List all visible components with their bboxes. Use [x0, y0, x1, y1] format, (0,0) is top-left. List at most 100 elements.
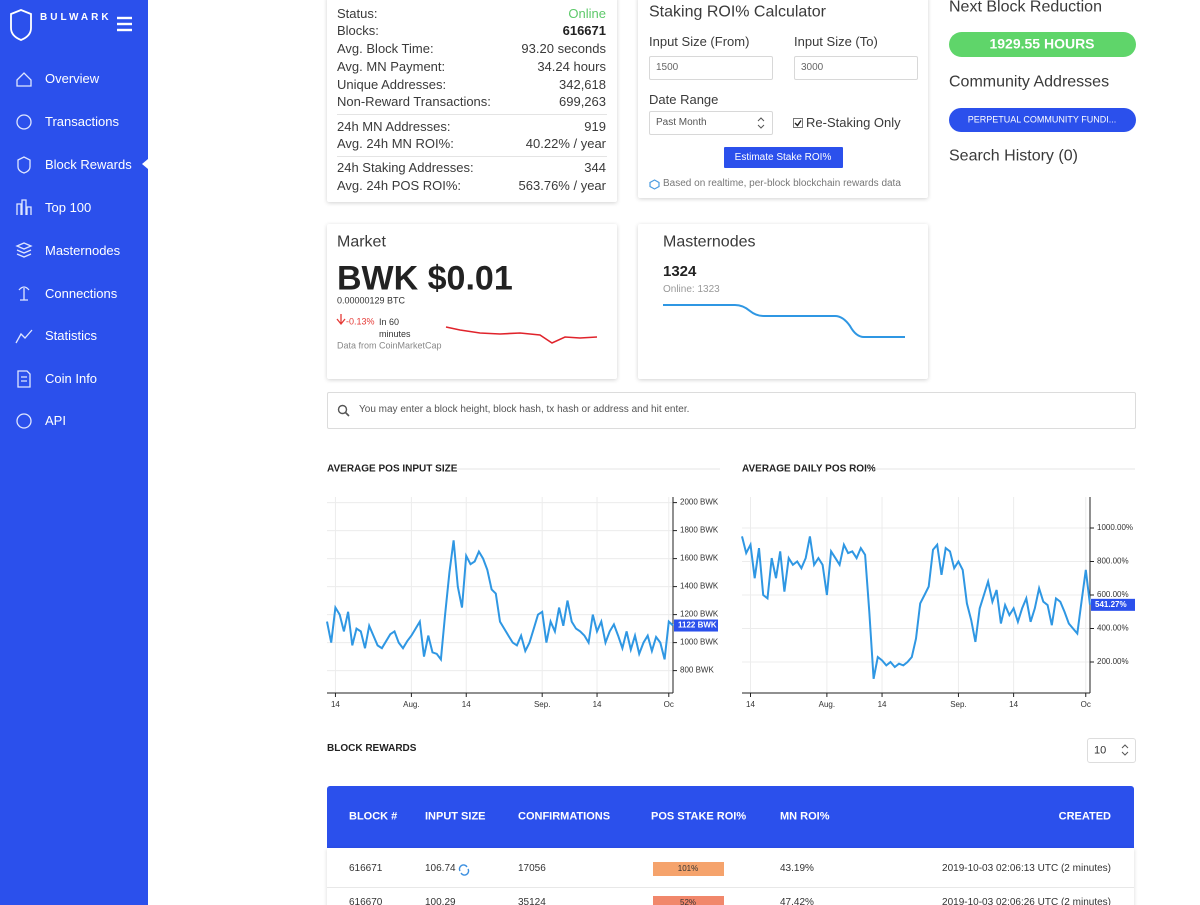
- input-from[interactable]: [649, 56, 773, 80]
- select-arrows: [757, 117, 765, 129]
- table-header-cell: MN ROI%: [780, 810, 830, 823]
- y-tick-label: 1200 BWK: [680, 610, 719, 619]
- nav-item[interactable]: API: [45, 413, 66, 429]
- table-cell: 52%: [679, 898, 697, 905]
- table-header-cell: CREATED: [1058, 810, 1111, 823]
- nav-item[interactable]: Top 100: [45, 200, 92, 216]
- y-tick-label: 2000 BWK: [680, 498, 719, 507]
- table-cell: 2019-10-03 02:06:26 UTC (2 minutes): [942, 897, 1111, 905]
- y-tick-label: 1000.00%: [1097, 523, 1133, 532]
- stats-card: [327, 0, 617, 202]
- market-btc: 0.00000129 BTC: [337, 295, 406, 306]
- search-history[interactable]: Search History (0): [949, 147, 1078, 165]
- table-cell: 35124: [518, 897, 546, 905]
- icon-home: [16, 72, 32, 87]
- masternodes-card: [638, 224, 928, 379]
- search-placeholder[interactable]: You may enter a block height, block hash…: [359, 404, 690, 415]
- search-box[interactable]: [327, 392, 1136, 429]
- nav-item[interactable]: Connections: [45, 286, 118, 302]
- y-tick-label: 600.00%: [1097, 590, 1129, 599]
- x-tick-label: 14: [746, 700, 755, 709]
- nav-item[interactable]: Overview: [45, 71, 100, 87]
- market-source: Data from CoinMarketCap: [337, 340, 442, 351]
- icon-connections: [18, 286, 30, 301]
- checkbox[interactable]: [793, 118, 804, 129]
- table-header: [327, 786, 1134, 848]
- roi-badge: [653, 896, 724, 905]
- input-value: 1500: [656, 62, 679, 73]
- market-period: In 60 minutes: [379, 317, 411, 339]
- current-value-label: 541.27%: [1095, 600, 1127, 609]
- x-tick-label: Oc: [664, 700, 674, 709]
- y-tick-label: 200.00%: [1097, 657, 1129, 666]
- current-value-label: 1122 BWK: [678, 621, 717, 630]
- table-header-cell: BLOCK #: [349, 810, 398, 823]
- market-title: Market: [337, 233, 386, 251]
- icon-transactions: [16, 114, 32, 130]
- menu-toggle[interactable]: [117, 16, 132, 32]
- stat-value: Online: [568, 6, 606, 22]
- x-tick-label: Aug.: [403, 700, 419, 709]
- table-cell: 106.74: [425, 863, 456, 874]
- stat-label: Avg. Block Time:: [337, 41, 434, 57]
- market-card: [327, 224, 617, 379]
- masternodes-sparkline: [663, 304, 905, 338]
- nav-item[interactable]: Block Rewards: [45, 157, 132, 173]
- stat-value: 616671: [562, 23, 606, 39]
- masternodes-online: Online: 1323: [663, 284, 720, 295]
- icon-coin-info: [17, 370, 31, 388]
- stat-value: 699,263: [559, 94, 606, 110]
- separator: [337, 156, 607, 157]
- nav-item[interactable]: Transactions: [45, 114, 119, 130]
- icon-top: [16, 199, 32, 215]
- icon-statistics: [15, 329, 33, 344]
- date-range-select[interactable]: [649, 111, 773, 135]
- input-label: Date Range: [649, 92, 719, 108]
- stat-value: 919: [584, 119, 606, 135]
- input-label: Input Size (From): [649, 34, 750, 50]
- logo-shield: [10, 9, 32, 41]
- input-to[interactable]: [794, 56, 918, 80]
- y-tick-label: 800 BWK: [680, 666, 714, 675]
- community-button[interactable]: [949, 108, 1136, 132]
- select-value[interactable]: Past Month: [656, 117, 707, 128]
- table-header-cell: CONFIRMATIONS: [518, 810, 611, 823]
- nav-item[interactable]: Coin Info: [45, 371, 98, 387]
- table-cell: 2019-10-03 02:06:13 UTC (2 minutes): [942, 863, 1111, 874]
- table-cell: 100.29: [425, 897, 456, 905]
- active-indicator: [142, 159, 148, 169]
- estimate-button[interactable]: [724, 147, 843, 168]
- stat-value: 40.22% / year: [525, 136, 606, 152]
- x-tick-label: 14: [462, 700, 471, 709]
- checkbox-label[interactable]: Re-Staking Only: [806, 115, 901, 131]
- stat-label: Avg. 24h MN ROI%:: [337, 136, 454, 152]
- sidebar-icons: [10, 9, 148, 429]
- x-tick-label: Oc: [1081, 700, 1091, 709]
- table-cell: 616670: [349, 897, 383, 905]
- button-label[interactable]: Estimate Stake ROI%: [734, 152, 832, 163]
- nav-item[interactable]: Statistics: [45, 328, 98, 344]
- page-size-select[interactable]: [1087, 738, 1136, 763]
- market-price: BWK $0.01: [337, 259, 513, 298]
- page-size-value[interactable]: 10: [1094, 744, 1107, 757]
- icon-api: [16, 413, 32, 429]
- table-cell: 616671: [349, 863, 383, 874]
- y-tick-label: 1000 BWK: [680, 638, 719, 647]
- table-cell: 101%: [677, 864, 699, 874]
- x-tick-label: 14: [1009, 700, 1018, 709]
- y-tick-label: 800.00%: [1097, 557, 1129, 566]
- y-tick-label: 1800 BWK: [680, 526, 719, 535]
- market-change: -0.13%: [346, 316, 375, 327]
- stat-label: 24h MN Addresses:: [337, 119, 451, 135]
- stat-label: Status:: [337, 6, 378, 22]
- x-tick-label: Sep.: [950, 700, 966, 709]
- nav-item[interactable]: Masternodes: [45, 243, 121, 259]
- y-tick-label: 1600 BWK: [680, 554, 719, 563]
- search-icon: [337, 404, 350, 417]
- input-value: 3000: [801, 62, 824, 73]
- data-line: [741, 536, 1091, 679]
- community-button-label[interactable]: PERPETUAL COMMUNITY FUNDI...: [967, 114, 1117, 125]
- calculator-title: Staking ROI% Calculator: [649, 3, 826, 21]
- note-icon: [649, 179, 660, 190]
